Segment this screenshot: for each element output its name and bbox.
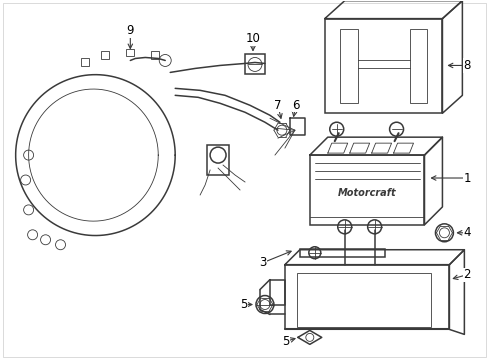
Circle shape (23, 150, 34, 160)
Circle shape (159, 54, 171, 67)
Text: 8: 8 (463, 59, 470, 72)
Text: 5: 5 (282, 335, 289, 348)
Bar (299, 249, 384, 257)
Bar (296, 273, 430, 328)
Bar (324, 19, 442, 113)
Bar (126, 49, 134, 57)
Text: 4: 4 (463, 226, 470, 239)
Circle shape (210, 147, 225, 163)
Circle shape (255, 296, 273, 314)
Text: 10: 10 (245, 32, 260, 45)
Bar (339, 28, 357, 103)
Text: 1: 1 (463, 171, 470, 185)
Text: 9: 9 (126, 24, 134, 37)
Bar (408, 28, 427, 103)
Bar (207, 145, 228, 175)
Circle shape (41, 235, 50, 245)
Text: 7: 7 (274, 99, 281, 112)
Text: 5: 5 (240, 298, 247, 311)
Text: 3: 3 (259, 256, 266, 269)
Bar (81, 58, 89, 67)
Bar (244, 54, 264, 75)
Circle shape (23, 205, 34, 215)
Text: Motorcraft: Motorcraft (337, 188, 395, 198)
Text: 6: 6 (291, 99, 299, 112)
Bar (309, 155, 424, 225)
Bar (101, 51, 109, 59)
Circle shape (20, 175, 31, 185)
Circle shape (27, 230, 38, 240)
Text: 2: 2 (463, 268, 470, 281)
Bar (151, 51, 159, 59)
Circle shape (56, 240, 65, 250)
